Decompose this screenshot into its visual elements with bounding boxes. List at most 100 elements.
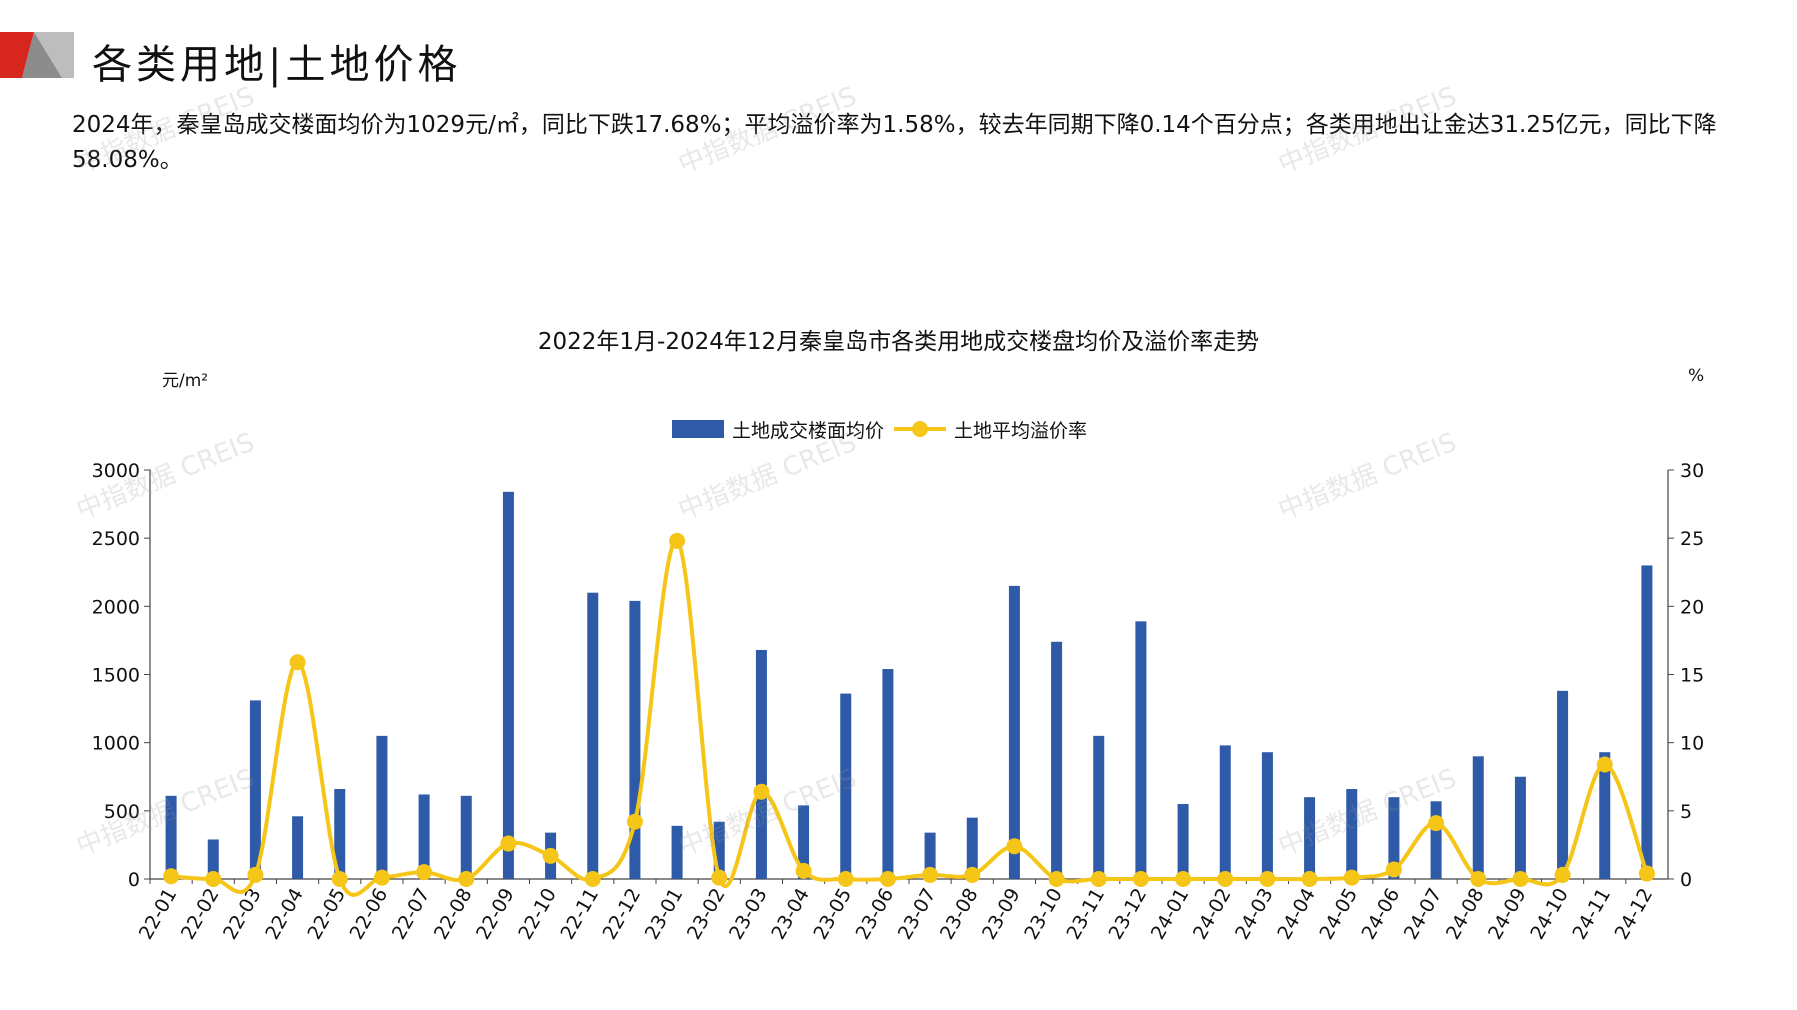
premium-rate-point: [1385, 861, 1402, 878]
premium-rate-point: [542, 847, 559, 864]
premium-rate-point: [837, 871, 854, 887]
bar: [207, 839, 219, 879]
bar: [1430, 801, 1442, 879]
x-tick-label: 24-01: [1147, 885, 1194, 944]
x-tick-label: 23-04: [767, 885, 814, 944]
premium-rate-point: [1470, 871, 1487, 887]
bar: [1261, 752, 1273, 879]
x-tick-label: 23-12: [1105, 885, 1152, 944]
premium-rate-point: [163, 868, 180, 885]
x-tick-label: 22-05: [303, 885, 350, 944]
x-tick-label: 22-10: [514, 885, 561, 944]
x-tick-label: 23-02: [683, 885, 730, 944]
premium-rate-point: [1554, 866, 1571, 883]
premium-rate-point: [1259, 871, 1276, 887]
x-tick-label: 22-11: [556, 885, 603, 944]
x-tick-label: 24-10: [1526, 885, 1573, 944]
bar: [966, 817, 978, 879]
premium-rate-point: [922, 866, 939, 883]
x-tick-label: 23-11: [1062, 885, 1109, 944]
premium-rate-point: [1217, 871, 1234, 887]
bar: [629, 600, 641, 879]
bar: [882, 669, 894, 879]
legend-bar-swatch: [672, 420, 724, 438]
bar: [1514, 776, 1526, 879]
premium-rate-point: [626, 813, 643, 830]
bar: [1641, 565, 1653, 879]
right-tick-label: 20: [1680, 596, 1704, 618]
x-tick-label: 24-05: [1315, 885, 1362, 944]
bar: [1599, 752, 1611, 879]
bar: [1388, 797, 1400, 879]
x-tick-label: 22-04: [261, 885, 308, 944]
premium-rate-point: [205, 871, 222, 887]
x-tick-label: 22-09: [472, 885, 519, 944]
page-title: 各类用地|土地价格: [92, 42, 462, 88]
x-tick-label: 22-07: [388, 885, 435, 944]
x-tick-label: 24-03: [1231, 885, 1278, 944]
summary-text: 2024年，秦皇岛成交楼面均价为1029元/㎡，同比下跌17.68%；平均溢价率…: [72, 112, 1717, 173]
x-tick-label: 23-05: [809, 885, 856, 944]
premium-rate-point: [1428, 815, 1445, 832]
left-tick-label: 2000: [92, 596, 140, 618]
bar: [1557, 690, 1569, 879]
x-tick-label: 24-04: [1273, 885, 1320, 944]
premium-rate-point: [1638, 865, 1655, 882]
chart-title: 2022年1月-2024年12月秦皇岛市各类用地成交楼盘均价及溢价率走势: [537, 329, 1260, 355]
premium-rate-point: [1301, 871, 1318, 887]
premium-rate-point: [458, 871, 475, 887]
right-tick-label: 5: [1680, 801, 1692, 823]
premium-rate-point: [331, 871, 348, 887]
premium-rate-point: [1596, 756, 1613, 773]
bar: [671, 825, 683, 879]
x-tick-label: 24-02: [1189, 885, 1236, 944]
premium-rate-point: [416, 864, 433, 881]
bar: [713, 821, 725, 879]
premium-rate-point: [247, 866, 264, 883]
premium-rate-point: [879, 871, 896, 887]
premium-rate-point: [795, 862, 812, 879]
premium-rate-point: [669, 532, 686, 549]
premium-rate-point: [711, 869, 728, 886]
right-tick-label: 30: [1680, 460, 1704, 482]
bar: [502, 491, 514, 879]
x-tick-label: 22-01: [135, 885, 182, 944]
left-tick-label: 0: [128, 869, 140, 891]
x-tick-label: 23-03: [725, 885, 772, 944]
bar: [1008, 585, 1020, 879]
bar: [460, 795, 472, 879]
bar: [292, 816, 304, 879]
left-tick-label: 3000: [92, 460, 140, 482]
left-axis-unit: 元/m²: [162, 371, 209, 391]
premium-rate-point: [373, 869, 390, 886]
bar: [1177, 804, 1189, 879]
x-tick-label: 22-12: [599, 885, 646, 944]
premium-rate-point: [753, 783, 770, 800]
premium-rate-point: [500, 835, 517, 852]
bar: [334, 789, 346, 879]
premium-rate-point: [1048, 871, 1065, 887]
x-tick-label: 23-07: [894, 885, 941, 944]
premium-rate-point: [1512, 871, 1529, 887]
legend-label-premium: 土地平均溢价率: [954, 419, 1088, 442]
premium-rate-point: [1132, 871, 1149, 887]
bar: [1051, 641, 1063, 879]
right-tick-label: 25: [1680, 528, 1704, 550]
bar: [1346, 789, 1358, 879]
right-tick-label: 15: [1680, 665, 1704, 687]
legend-item-price: 土地成交楼面均价: [672, 416, 884, 443]
logo-icon: [0, 32, 74, 78]
x-tick-label: 24-06: [1358, 885, 1405, 944]
bar: [755, 649, 767, 879]
legend-label-price: 土地成交楼面均价: [732, 419, 885, 442]
premium-rate-point: [1175, 871, 1192, 887]
bar: [1304, 797, 1316, 879]
x-tick-label: 24-11: [1568, 885, 1615, 944]
x-tick-label: 22-02: [177, 885, 224, 944]
x-tick-label: 22-08: [430, 885, 477, 944]
x-tick-label: 24-09: [1484, 885, 1531, 944]
right-axis-unit: %: [1688, 366, 1705, 386]
x-tick-label: 23-10: [1020, 885, 1067, 944]
left-tick-label: 2500: [92, 528, 140, 550]
